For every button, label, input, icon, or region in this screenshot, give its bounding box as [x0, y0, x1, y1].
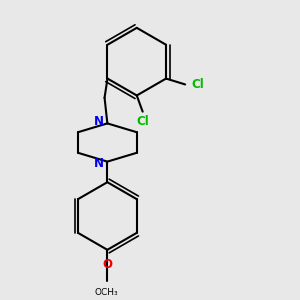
Text: Cl: Cl	[136, 115, 149, 128]
Text: Cl: Cl	[191, 78, 204, 91]
Text: N: N	[94, 116, 104, 128]
Text: O: O	[102, 258, 112, 271]
Text: N: N	[94, 157, 104, 169]
Text: OCH₃: OCH₃	[94, 288, 118, 297]
